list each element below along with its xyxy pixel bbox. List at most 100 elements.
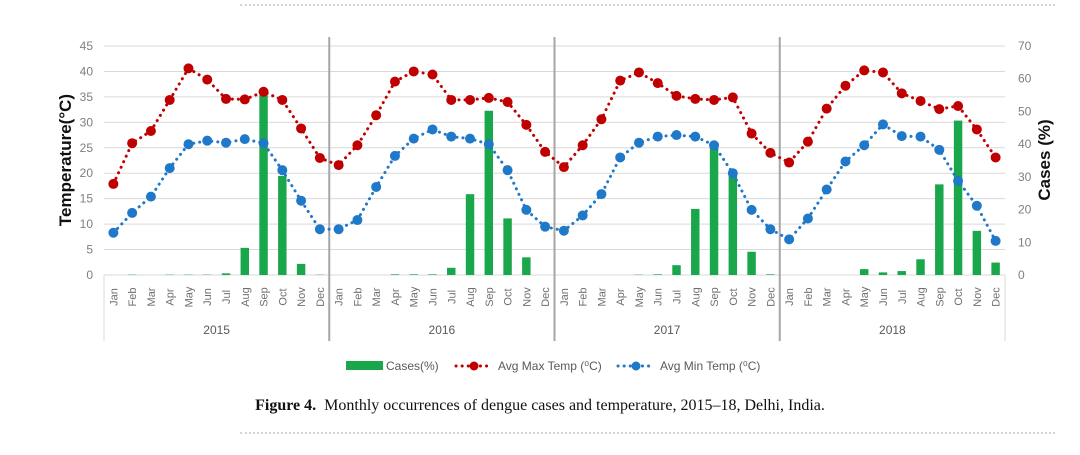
month-label: Jan (108, 288, 120, 306)
min-temp-point (164, 163, 175, 174)
right-tick-label: 20 (1018, 203, 1032, 217)
cases-bar (259, 95, 268, 275)
max-temp-point (108, 178, 119, 189)
min-temp-point (183, 139, 194, 150)
cases-bar (953, 120, 963, 276)
min-temp-point (746, 204, 757, 215)
month-label: Feb (803, 288, 815, 307)
max-temp-point (202, 74, 213, 85)
min-temp-point (296, 195, 307, 206)
left-tick-label: 5 (86, 243, 93, 257)
max-temp-point (408, 66, 419, 77)
year-label: 2018 (879, 323, 906, 337)
max-temp-point (277, 94, 288, 105)
figure-caption: Figure 4. Monthly occurrences of dengue c… (0, 397, 1080, 415)
right-axis-ticks: 0 10 20 30 40 50 60 70 (1018, 39, 1032, 282)
month-label: Aug (465, 287, 477, 307)
month-label: Nov (521, 287, 533, 307)
month-label: Apr (165, 288, 177, 305)
min-temp-point (521, 204, 532, 215)
min-temp-point (427, 124, 438, 135)
cases-bar (878, 272, 888, 275)
max-temp-point (671, 90, 682, 101)
month-label: Jun (878, 288, 890, 306)
month-label: Dec (315, 287, 327, 307)
right-tick-label: 0 (1018, 268, 1025, 282)
month-label: May (409, 286, 421, 307)
cases-bar (240, 247, 250, 275)
max-temp-point (971, 124, 982, 135)
month-label: Jul (221, 290, 233, 304)
max-temp-point (784, 157, 795, 168)
month-label: Oct (503, 288, 515, 305)
left-tick-label: 45 (80, 39, 94, 53)
max-temp-point (915, 95, 926, 106)
year-label: 2016 (429, 323, 456, 337)
cases-bar (390, 274, 400, 275)
right-tick-label: 60 (1018, 72, 1032, 86)
top-divider (240, 4, 1055, 6)
month-label: Mar (146, 287, 158, 306)
legend-marker-min-temp (631, 361, 641, 371)
cases-bar (221, 273, 231, 275)
max-temp-point (934, 104, 945, 115)
max-temp-point (633, 67, 644, 78)
cases-bars (127, 95, 1000, 276)
min-temp-point (258, 138, 269, 149)
max-temp-point (821, 103, 832, 114)
month-label: Jan (334, 288, 346, 306)
min-temp-point (671, 130, 682, 141)
month-label: Jan (784, 288, 796, 306)
max-temp-point (709, 94, 720, 105)
month-label: Jul (672, 290, 684, 304)
month-label: Nov (296, 287, 308, 307)
month-label: Sep (259, 287, 271, 307)
cases-bar (859, 269, 869, 275)
max-temp-point (127, 138, 138, 149)
left-axis-title: Temperature(°C) (56, 94, 75, 226)
month-label: Oct (277, 288, 289, 305)
max-temp-point (371, 110, 382, 121)
month-label: Jan (559, 288, 571, 306)
left-tick-label: 15 (80, 192, 94, 206)
min-temp-point (915, 131, 926, 142)
min-temp-point (558, 225, 569, 236)
month-label: Sep (484, 287, 496, 307)
year-separators (103, 37, 1006, 341)
max-temp-point (953, 101, 964, 112)
month-label: Sep (934, 287, 946, 307)
cases-bar (672, 265, 681, 275)
min-temp-point (896, 131, 907, 142)
max-temp-point (521, 119, 532, 130)
caption-text: Monthly occurrences of dengue cases and … (324, 397, 825, 414)
max-temp-point (558, 162, 569, 173)
min-temp-point (540, 221, 551, 232)
max-temp-point (483, 92, 494, 103)
min-temp-point (765, 224, 776, 235)
month-label: Apr (390, 288, 402, 305)
left-tick-label: 35 (80, 90, 94, 104)
month-label: Aug (690, 287, 702, 307)
month-label: Feb (352, 288, 364, 307)
min-temp-point (127, 207, 138, 218)
legend: Cases(%) Avg Max Temp (⁰C) Avg Min Temp (⁰… (346, 359, 760, 373)
min-temp-point (990, 235, 1001, 246)
month-label: Apr (840, 288, 852, 305)
min-temp-point (709, 140, 720, 151)
max-temp-point (164, 94, 175, 105)
min-temp-point (934, 144, 945, 155)
min-temp-point (333, 224, 344, 235)
year-label: 2017 (654, 323, 681, 337)
left-tick-label: 10 (80, 217, 94, 231)
temperature-lines (108, 63, 1001, 246)
caption-label: Figure 4. (255, 397, 317, 414)
month-label: Dec (540, 287, 552, 307)
min-temp-point (821, 184, 832, 195)
min-temp-point (277, 165, 288, 176)
cases-bar (766, 274, 775, 275)
left-tick-label: 0 (86, 268, 93, 282)
max-temp-point (389, 76, 400, 87)
month-label: Feb (578, 288, 590, 307)
cases-bar (728, 174, 738, 275)
